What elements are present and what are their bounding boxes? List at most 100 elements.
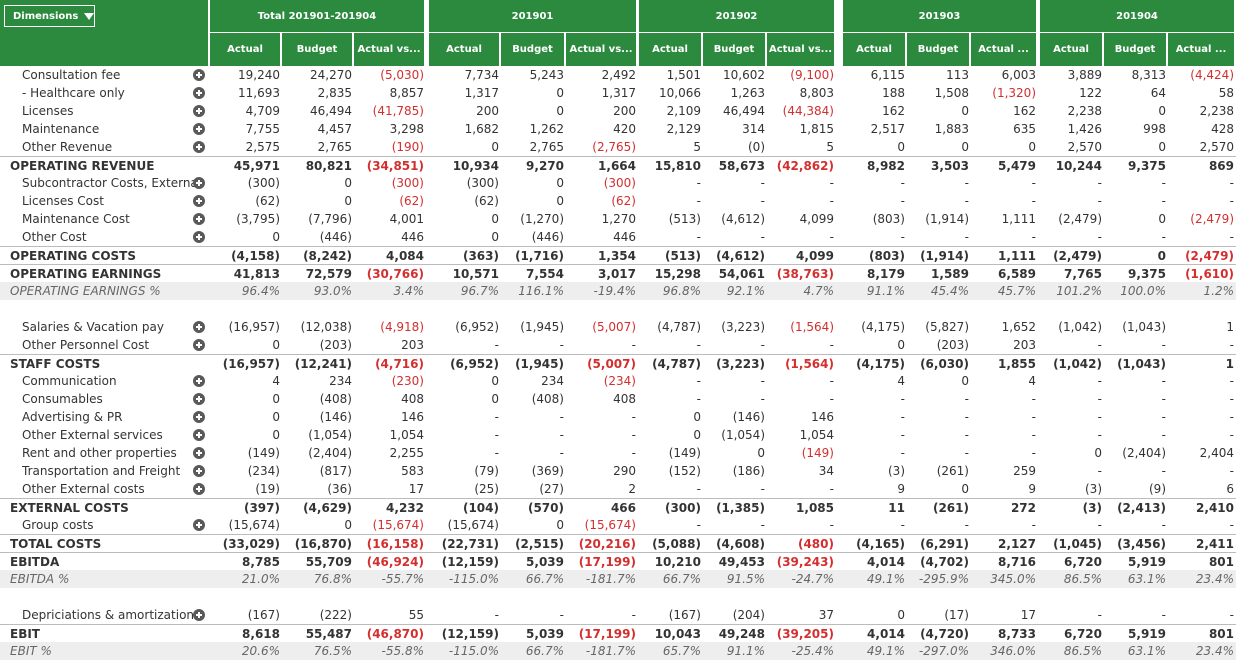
cell-value: (15,674) bbox=[584, 518, 636, 532]
cell-value: 446 bbox=[401, 230, 424, 244]
column-header[interactable]: Budget bbox=[501, 33, 564, 66]
table-row: Other Cost 0 (446) 446 0 (446) 446 - - - - - - - - - bbox=[0, 228, 1236, 246]
column-header[interactable]: Budget bbox=[703, 33, 765, 66]
expand-plus-icon[interactable] bbox=[193, 87, 205, 99]
expand-plus-icon[interactable] bbox=[193, 69, 205, 81]
group-header[interactable]: 201904 bbox=[1040, 0, 1234, 32]
cell-value: 1,317 bbox=[601, 86, 636, 100]
expand-plus-icon[interactable] bbox=[193, 123, 205, 135]
cell-value: 1,664 bbox=[598, 159, 636, 173]
column-header[interactable]: Actual ... bbox=[971, 33, 1036, 66]
cell-value: (4,629) bbox=[303, 501, 352, 515]
cell-value: (261) bbox=[936, 464, 969, 478]
expand-plus-icon[interactable] bbox=[193, 231, 205, 243]
cell-value: (0) bbox=[748, 140, 765, 154]
cell-value: (408) bbox=[319, 392, 352, 406]
cell-value: 6,720 bbox=[1064, 555, 1102, 569]
cell-value: (803) bbox=[872, 212, 905, 226]
expand-plus-icon[interactable] bbox=[193, 213, 205, 225]
expand-plus-icon[interactable] bbox=[193, 195, 205, 207]
dimensions-header: Dimensions bbox=[0, 0, 208, 66]
column-header[interactable]: Actual bbox=[210, 33, 280, 66]
cell-value: 54,061 bbox=[718, 267, 765, 281]
group-header[interactable]: 201903 bbox=[843, 0, 1036, 32]
cell-value: (4,608) bbox=[716, 537, 765, 551]
column-header[interactable]: Actual vs... bbox=[767, 33, 834, 66]
row-label: Maintenance bbox=[22, 122, 100, 136]
row-label: EBIT bbox=[10, 627, 40, 641]
column-header[interactable]: Actual bbox=[429, 33, 499, 66]
column-header[interactable]: Budget bbox=[282, 33, 352, 66]
cell-value: - bbox=[1229, 194, 1234, 208]
table-row: STAFF COSTS (16,957) (12,241) (4,716) (6,952… bbox=[0, 354, 1236, 372]
column-header[interactable]: Actual bbox=[639, 33, 701, 66]
dimensions-button[interactable]: Dimensions bbox=[4, 5, 95, 27]
column-header[interactable]: Budget bbox=[1104, 33, 1166, 66]
cell-value: 0 bbox=[1158, 104, 1166, 118]
expand-plus-icon[interactable] bbox=[193, 609, 205, 621]
expand-plus-icon[interactable] bbox=[193, 141, 205, 153]
column-header[interactable]: Actual ... bbox=[1168, 33, 1234, 66]
row-label: EXTERNAL COSTS bbox=[10, 501, 129, 515]
cell-value: 10,934 bbox=[452, 159, 499, 173]
expand-plus-icon[interactable] bbox=[193, 429, 205, 441]
column-header[interactable]: Actual vs... bbox=[354, 33, 424, 66]
cell-value: - bbox=[760, 392, 765, 406]
expand-plus-icon[interactable] bbox=[193, 519, 205, 531]
cell-value: - bbox=[1229, 176, 1234, 190]
expand-plus-icon[interactable] bbox=[193, 483, 205, 495]
group-header[interactable]: Total 201901-201904 bbox=[210, 0, 424, 32]
column-header[interactable]: Actual vs... bbox=[566, 33, 636, 66]
cell-value: 234 bbox=[541, 374, 564, 388]
expand-plus-icon[interactable] bbox=[193, 177, 205, 189]
cell-value: 8,313 bbox=[1131, 68, 1166, 82]
group-header[interactable]: 201902 bbox=[639, 0, 834, 32]
cell-value: 8,857 bbox=[389, 86, 424, 100]
cell-value: (363) bbox=[462, 249, 499, 263]
cell-value: 869 bbox=[1208, 159, 1234, 173]
cell-value: (1,043) bbox=[1122, 320, 1166, 334]
expand-plus-icon[interactable] bbox=[193, 105, 205, 117]
cell-value: 0 bbox=[491, 392, 499, 406]
cell-value: (12,159) bbox=[441, 627, 499, 641]
cell-value: (3,223) bbox=[721, 320, 765, 334]
cell-value: (1,054) bbox=[721, 428, 765, 442]
expand-plus-icon[interactable] bbox=[193, 411, 205, 423]
expand-plus-icon[interactable] bbox=[193, 465, 205, 477]
column-header[interactable]: Actual bbox=[1040, 33, 1102, 66]
expand-plus-icon[interactable] bbox=[193, 375, 205, 387]
cell-value: 76.8% bbox=[313, 572, 352, 586]
cell-value: - bbox=[696, 338, 701, 352]
cell-value: 0 bbox=[556, 176, 564, 190]
expand-plus-icon[interactable] bbox=[193, 321, 205, 333]
cell-value: -181.7% bbox=[585, 572, 636, 586]
row-label: EBITDA % bbox=[10, 572, 70, 586]
expand-plus-icon[interactable] bbox=[193, 339, 205, 351]
cell-value: 91.1% bbox=[866, 284, 905, 298]
cell-value: - bbox=[1031, 446, 1036, 460]
cell-value: 4,099 bbox=[799, 212, 834, 226]
column-header[interactable]: Actual bbox=[843, 33, 905, 66]
cell-value: 91.1% bbox=[726, 644, 765, 658]
cell-value: (62) bbox=[255, 194, 280, 208]
cell-value: 408 bbox=[401, 392, 424, 406]
expand-plus-icon[interactable] bbox=[193, 447, 205, 459]
expand-plus-icon[interactable] bbox=[193, 393, 205, 405]
cell-value: (1,716) bbox=[515, 249, 564, 263]
cell-value: - bbox=[760, 194, 765, 208]
cell-value: 80,821 bbox=[305, 159, 352, 173]
cell-value: - bbox=[1161, 464, 1166, 478]
cell-value: (1,564) bbox=[790, 320, 834, 334]
cell-value: (4,424) bbox=[1190, 68, 1234, 82]
row-label: Other Cost bbox=[22, 230, 87, 244]
cell-value: (17,199) bbox=[578, 555, 636, 569]
group-header[interactable]: 201901 bbox=[429, 0, 636, 32]
cell-value: (261) bbox=[932, 501, 969, 515]
table-row: Other External costs (19) (36) 17 (25) (27) 2 -… bbox=[0, 480, 1236, 498]
table-row: OPERATING EARNINGS 41,813 72,579 (30,766) 10… bbox=[0, 264, 1236, 282]
column-header[interactable]: Budget bbox=[907, 33, 969, 66]
cell-value: 8,982 bbox=[867, 159, 905, 173]
cell-value: 63.1% bbox=[1127, 644, 1166, 658]
cell-value: - bbox=[559, 428, 564, 442]
cell-value: 4,232 bbox=[386, 501, 424, 515]
